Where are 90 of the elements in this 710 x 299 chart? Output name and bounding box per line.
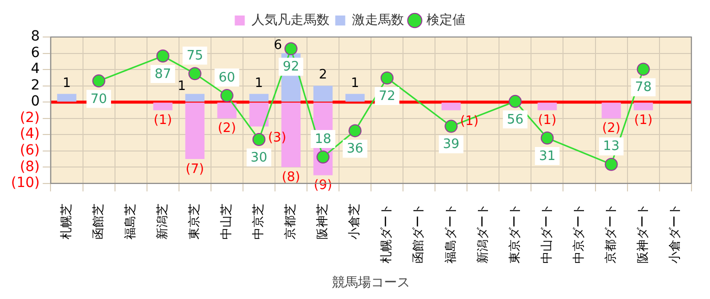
data-label: 1 — [350, 76, 360, 91]
y-tick-label: (6) — [20, 142, 40, 159]
data-label: 13 — [603, 139, 620, 154]
x-tick-label: 函館芝 — [90, 203, 105, 240]
bar — [249, 102, 269, 126]
x-tick-label: 中山ダート — [539, 203, 554, 264]
legend-label: 人気凡走馬数 — [251, 12, 330, 28]
bar — [249, 94, 269, 102]
data-label: (9) — [314, 178, 332, 194]
bar — [538, 102, 557, 110]
point — [508, 94, 522, 108]
data-label: 72 — [378, 88, 396, 104]
x-tick-label: 小倉ダート — [667, 203, 682, 264]
x-tick-label: 函館ダート — [411, 203, 426, 264]
data-label: 1 — [62, 76, 71, 91]
data-label: 39 — [442, 137, 460, 152]
x-tick-label: 福島芝 — [122, 203, 137, 240]
data-label: 60 — [218, 70, 236, 86]
data-label: 87 — [154, 66, 172, 82]
bar — [345, 94, 365, 102]
data-label: (7) — [186, 162, 204, 177]
data-label: 18 — [314, 132, 332, 147]
x-tick-label: 小倉芝 — [347, 203, 362, 240]
point — [348, 124, 362, 138]
data-label: (2) — [602, 121, 620, 136]
y-tick-label: (2) — [20, 110, 40, 126]
bar — [185, 94, 204, 102]
x-axis-title: 競馬場コース — [332, 276, 410, 291]
bar — [217, 102, 237, 118]
x-tick-label: 札幌ダート — [379, 203, 394, 264]
y-tick-label: 2 — [30, 77, 40, 94]
y-tick-label: (4) — [20, 126, 40, 142]
data-label: 31 — [538, 148, 556, 164]
bar — [602, 102, 621, 118]
data-label: (8) — [282, 170, 300, 186]
x-tick-label: 東京ダート — [507, 203, 522, 264]
x-tick-label: 中山芝 — [219, 203, 234, 240]
point — [604, 158, 618, 171]
point — [220, 89, 234, 102]
data-label: 92 — [282, 60, 300, 75]
bar — [634, 102, 653, 110]
y-tick-label: 8 — [30, 28, 40, 45]
data-label: 56 — [506, 112, 524, 128]
x-tick-label: 新潟ダート — [475, 203, 490, 264]
data-label: 75 — [186, 48, 204, 64]
point — [316, 150, 330, 164]
legend-label: 激走馬数 — [352, 12, 404, 28]
y-tick-label: 6 — [30, 44, 40, 61]
point — [540, 132, 554, 145]
x-tick-label: 新潟芝 — [154, 203, 169, 240]
data-label: 2 — [318, 68, 328, 83]
x-tick-label: 東京芝 — [187, 203, 202, 240]
data-label: 70 — [90, 92, 108, 107]
bar — [442, 102, 461, 110]
x-tick-label: 京都芝 — [283, 203, 298, 240]
data-label: 6 — [274, 38, 282, 54]
x-tick-label: 中京芝 — [251, 203, 266, 240]
bar — [57, 94, 76, 102]
data-label: (1) — [154, 113, 172, 128]
data-label: (1) — [538, 113, 556, 128]
x-tick-label: 阪神芝 — [315, 203, 330, 240]
point — [188, 67, 202, 80]
legend-label: 検定値 — [426, 12, 466, 28]
x-tick-label: 中京ダート — [571, 203, 586, 264]
data-label: 1 — [254, 76, 264, 91]
data-label: (1) — [634, 113, 653, 128]
point — [92, 74, 106, 88]
point — [636, 62, 650, 76]
data-label: (2) — [218, 121, 236, 136]
data-label: 36 — [346, 142, 364, 157]
x-tick-label: 札幌芝 — [58, 203, 73, 240]
data-label: (3) — [268, 130, 286, 146]
y-tick-label: (8) — [20, 158, 40, 175]
x-tick-label: 京都ダート — [603, 203, 618, 264]
x-tick-label: 福島ダート — [443, 203, 458, 264]
data-label: 30 — [250, 150, 268, 166]
y-tick-label: 0 — [30, 94, 40, 110]
data-label: 78 — [635, 80, 652, 96]
bar — [313, 86, 333, 102]
y-tick-label: 4 — [30, 61, 40, 78]
x-tick-label: 阪神ダート — [635, 203, 650, 264]
y-tick-label: (10) — [10, 175, 40, 192]
point — [156, 50, 170, 63]
bar — [185, 102, 204, 159]
point — [444, 120, 458, 133]
bar — [153, 102, 172, 110]
point — [380, 71, 394, 84]
point — [284, 42, 298, 56]
data-label: 1 — [178, 78, 186, 94]
point — [252, 132, 266, 146]
